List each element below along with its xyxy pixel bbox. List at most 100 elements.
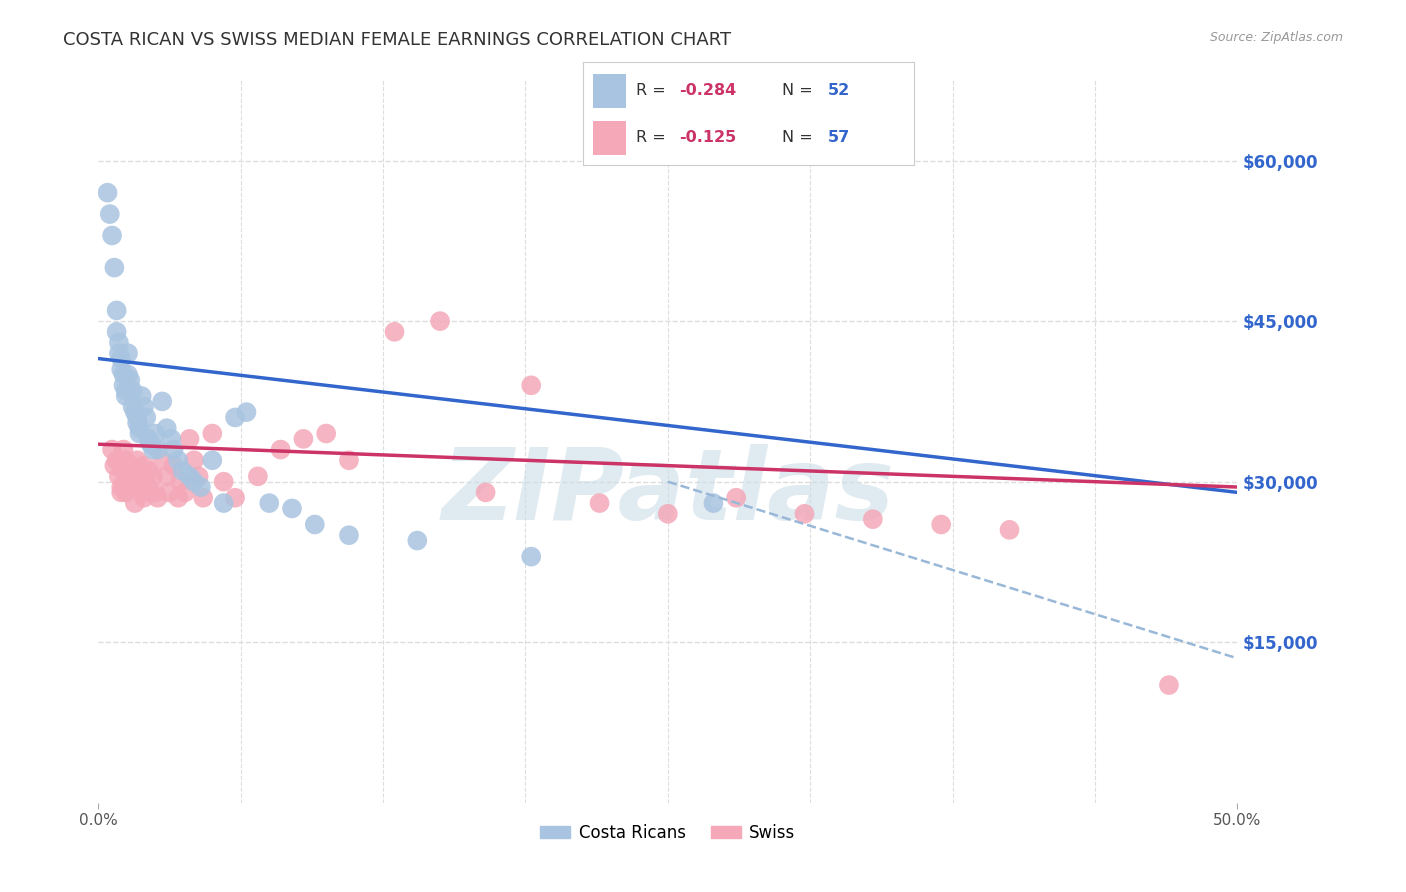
Swiss (117, 475, 139, 489)
Costa Ricans (138, 432, 160, 446)
Costa Ricans (179, 469, 201, 483)
Swiss (132, 458, 155, 473)
Swiss (157, 485, 180, 500)
Costa Ricans (114, 389, 136, 403)
Swiss (139, 485, 162, 500)
Swiss (135, 475, 157, 489)
Costa Ricans (112, 378, 135, 392)
Costa Ricans (127, 416, 149, 430)
Swiss (110, 485, 132, 500)
Costa Ricans (98, 207, 121, 221)
Swiss (862, 512, 884, 526)
Swiss (429, 314, 451, 328)
Swiss (128, 469, 150, 483)
Costa Ricans (121, 384, 143, 398)
Text: ZIPatlas: ZIPatlas (441, 443, 894, 541)
Costa Ricans (139, 437, 162, 451)
Costa Ricans (112, 368, 135, 382)
Swiss (127, 453, 149, 467)
Swiss (124, 496, 146, 510)
Costa Ricans (103, 260, 125, 275)
Costa Ricans (304, 517, 326, 532)
Costa Ricans (128, 426, 150, 441)
Costa Ricans (702, 496, 724, 510)
Costa Ricans (201, 453, 224, 467)
Swiss (162, 458, 184, 473)
Swiss (1157, 678, 1180, 692)
Swiss (193, 491, 215, 505)
Text: -0.284: -0.284 (679, 83, 737, 97)
Bar (593, 74, 627, 108)
Swiss (212, 475, 235, 489)
Swiss (657, 507, 679, 521)
Costa Ricans (108, 346, 131, 360)
Swiss (112, 442, 135, 457)
Legend: Costa Ricans, Swiss: Costa Ricans, Swiss (534, 817, 801, 848)
Swiss (588, 496, 610, 510)
Swiss (114, 453, 136, 467)
Swiss (998, 523, 1021, 537)
Costa Ricans (406, 533, 429, 548)
Costa Ricans (162, 442, 184, 457)
Costa Ricans (120, 373, 142, 387)
Costa Ricans (145, 426, 167, 441)
Text: COSTA RICAN VS SWISS MEDIAN FEMALE EARNINGS CORRELATION CHART: COSTA RICAN VS SWISS MEDIAN FEMALE EARNI… (63, 31, 731, 49)
Swiss (114, 485, 136, 500)
Swiss (337, 453, 360, 467)
Swiss (156, 469, 179, 483)
Costa Ricans (224, 410, 246, 425)
Swiss (121, 475, 143, 489)
Swiss (187, 469, 209, 483)
Costa Ricans (146, 442, 169, 457)
Swiss (384, 325, 406, 339)
Swiss (315, 426, 337, 441)
Costa Ricans (259, 496, 281, 510)
Swiss (108, 469, 131, 483)
Text: -0.125: -0.125 (679, 130, 737, 145)
Costa Ricans (110, 362, 132, 376)
Text: N =: N = (782, 130, 818, 145)
Costa Ricans (127, 410, 149, 425)
Swiss (224, 491, 246, 505)
Costa Ricans (167, 453, 190, 467)
Costa Ricans (183, 475, 205, 489)
Swiss (110, 480, 132, 494)
Swiss (101, 442, 124, 457)
Bar (593, 121, 627, 155)
Costa Ricans (150, 394, 173, 409)
Costa Ricans (337, 528, 360, 542)
Swiss (167, 491, 190, 505)
Swiss (929, 517, 952, 532)
Swiss (201, 426, 224, 441)
Swiss (179, 432, 201, 446)
Swiss (474, 485, 496, 500)
Swiss (120, 458, 142, 473)
Swiss (131, 485, 153, 500)
Costa Ricans (190, 480, 212, 494)
Swiss (793, 507, 815, 521)
Swiss (270, 442, 292, 457)
Text: 57: 57 (828, 130, 851, 145)
Text: Source: ZipAtlas.com: Source: ZipAtlas.com (1209, 31, 1343, 45)
Text: R =: R = (637, 130, 671, 145)
Costa Ricans (121, 400, 143, 414)
Swiss (146, 491, 169, 505)
Swiss (145, 485, 167, 500)
Costa Ricans (124, 405, 146, 419)
Costa Ricans (520, 549, 543, 564)
Costa Ricans (96, 186, 118, 200)
Costa Ricans (281, 501, 304, 516)
Costa Ricans (156, 421, 179, 435)
Swiss (132, 491, 155, 505)
Swiss (292, 432, 315, 446)
Costa Ricans (142, 442, 165, 457)
Swiss (105, 453, 128, 467)
Text: R =: R = (637, 83, 671, 97)
Swiss (725, 491, 748, 505)
Swiss (520, 378, 543, 392)
Costa Ricans (160, 432, 183, 446)
Costa Ricans (117, 368, 139, 382)
Costa Ricans (105, 325, 128, 339)
Swiss (169, 475, 191, 489)
Costa Ricans (108, 335, 131, 350)
